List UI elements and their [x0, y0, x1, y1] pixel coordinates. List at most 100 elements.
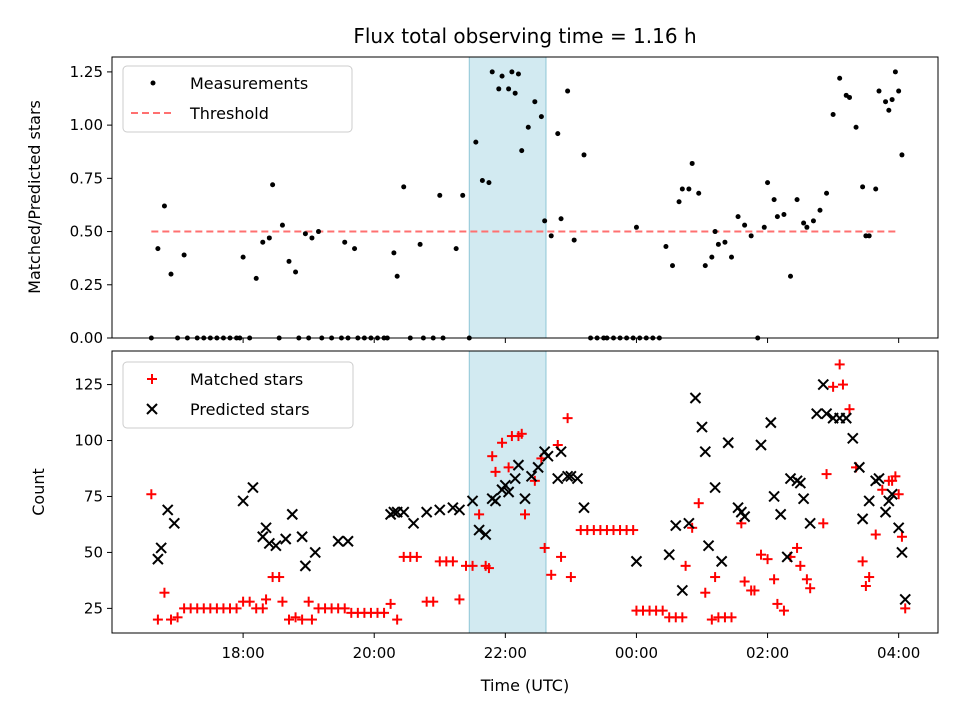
measurement-point [581, 152, 587, 158]
measurement-point [748, 233, 754, 239]
measurement-point [342, 239, 348, 245]
measurement-point [279, 222, 285, 228]
measurement-point [689, 160, 695, 166]
matched-point [772, 598, 783, 609]
measurement-point [316, 229, 321, 235]
matched-point [628, 525, 639, 536]
measurement-point [270, 182, 276, 188]
measurement-point [161, 203, 167, 209]
top-y-tick-label: 1.00 [70, 116, 103, 134]
matched-point [297, 614, 308, 625]
matched-point [857, 556, 868, 567]
predicted-point [479, 528, 492, 541]
matched-point [257, 603, 268, 614]
predicted-point [781, 551, 793, 563]
matched-point [303, 596, 314, 607]
measurement-point [555, 131, 561, 137]
matched-point [379, 607, 390, 618]
predicted-point [168, 517, 180, 530]
measurement-point [473, 139, 479, 145]
predicted-point [466, 495, 479, 507]
predicted-point [332, 535, 344, 547]
matched-point [706, 614, 717, 625]
measurement-point [889, 97, 895, 103]
measurement-point [781, 212, 787, 218]
bottom-panel: 25 50 75 100 125 18:00 20:00 22:00 00:00 02:00 04… [29, 350, 939, 695]
matched-point [792, 542, 803, 553]
measurement-point [794, 197, 800, 203]
predicted-point [247, 481, 259, 494]
matched-point [428, 596, 439, 607]
measurement-point [571, 237, 577, 243]
predicted-point [683, 517, 695, 530]
predicted-point [722, 437, 734, 449]
measurement-point [352, 246, 358, 252]
measurement-point [817, 207, 823, 213]
bottom-y-tick-label: 100 [74, 432, 103, 450]
predicted-point [152, 553, 164, 565]
matched-point [844, 404, 855, 415]
measurement-point [774, 214, 780, 220]
matched-point [284, 614, 294, 625]
predicted-point [532, 461, 544, 474]
chart-title: Flux total observing time = 1.16 h [353, 24, 696, 48]
measurement-point [394, 273, 400, 279]
measurement-point [866, 233, 872, 239]
matched-point [756, 549, 766, 560]
predicted-point [811, 407, 823, 420]
predicted-point [738, 510, 751, 523]
measurement-point [309, 235, 315, 241]
predicted-point [155, 542, 167, 554]
matched-point [726, 612, 737, 623]
matched-point [657, 605, 668, 616]
predicted-point [555, 446, 567, 458]
top-y-axis: 0.00 0.25 0.50 0.75 1.00 1.25 [70, 63, 112, 347]
top-legend-box [122, 65, 353, 133]
predicted-point [794, 477, 807, 489]
predicted-point [896, 546, 908, 559]
measurement-point [519, 148, 525, 154]
measurement-point [696, 190, 702, 196]
matched-point [680, 560, 691, 571]
predicted-point [883, 495, 895, 507]
measurement-point [742, 222, 748, 228]
top-y-tick-label: 0.25 [70, 276, 103, 294]
top-y-tick-label: 0.75 [70, 169, 103, 187]
predicted-point [715, 555, 728, 568]
matched-point [385, 598, 396, 609]
measurement-point [702, 263, 708, 269]
matched-point [497, 437, 508, 448]
measurement-point [542, 218, 548, 224]
bottom-legend: Matched stars Predicted stars [122, 361, 354, 429]
matched-point [546, 569, 557, 580]
predicted-point [856, 513, 869, 525]
measurement-point [417, 241, 423, 247]
top-y-tick-label: 1.25 [70, 63, 103, 81]
measurement-point [489, 69, 495, 75]
matched-point [244, 596, 255, 607]
bottom-x-axis: 18:00 20:00 22:00 00:00 02:00 04:00 [221, 633, 920, 662]
matched-point [306, 614, 317, 625]
predicted-point [296, 531, 308, 543]
legend-measurements-marker [150, 80, 156, 86]
legend-matched-marker [147, 374, 157, 384]
matched-point [710, 572, 721, 583]
predicted-point [847, 432, 859, 444]
predicted-point [853, 461, 866, 474]
measurement-point [460, 192, 466, 198]
predicted-point [676, 584, 689, 597]
matched-point [693, 498, 704, 509]
measurement-point [883, 99, 889, 105]
measurement-point [788, 273, 793, 279]
predicted-point [784, 472, 797, 485]
top-axes-frame [111, 56, 939, 339]
matched-point [490, 466, 501, 477]
matched-point [520, 509, 530, 520]
measurement-point [453, 246, 459, 252]
measurement-point [679, 186, 685, 192]
matched-point [261, 594, 272, 605]
matched-point [837, 379, 848, 390]
predicted-point [398, 506, 410, 518]
measurement-point [722, 239, 728, 245]
predicted-point [663, 548, 675, 561]
